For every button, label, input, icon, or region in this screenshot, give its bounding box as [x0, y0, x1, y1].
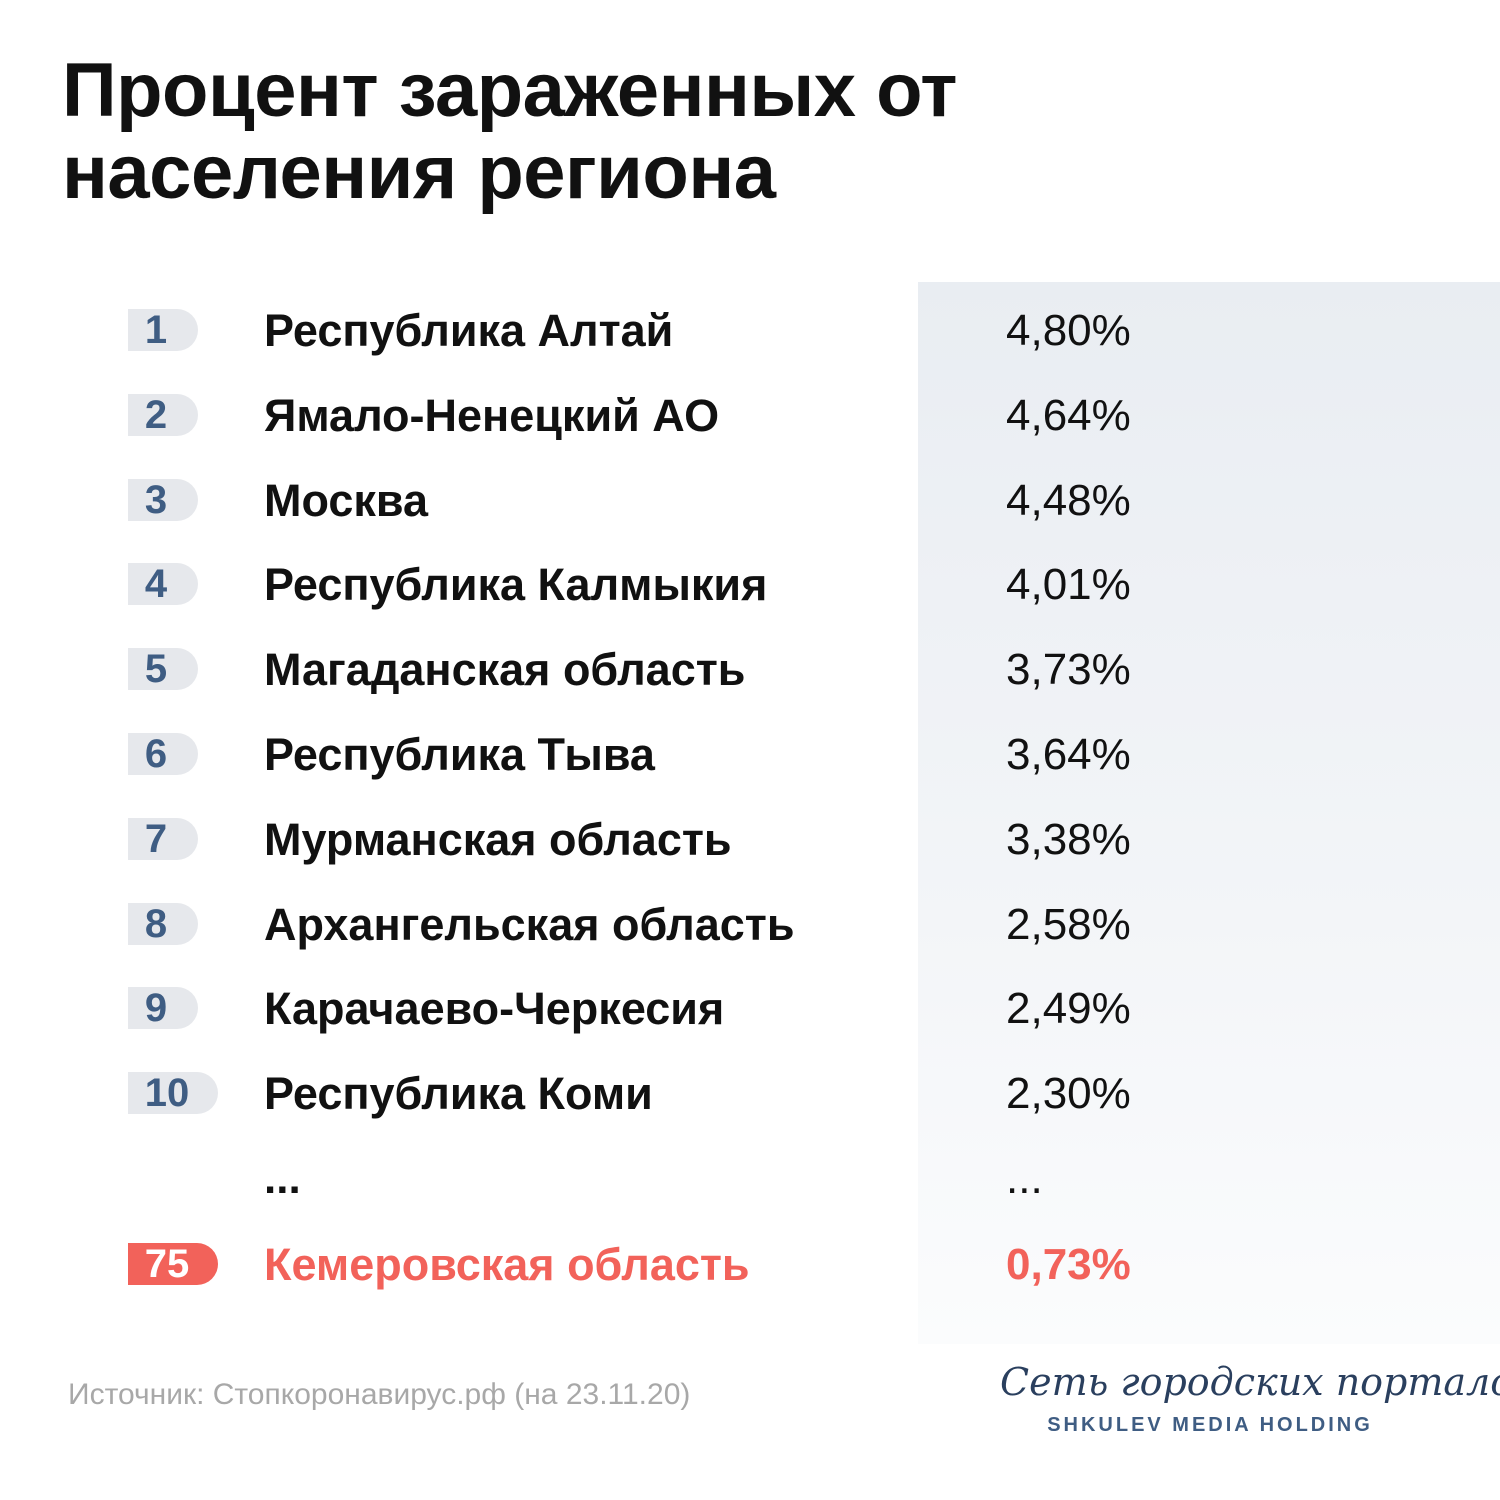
- ellipsis-row: ......: [0, 1152, 1500, 1212]
- logo-caps-text: SHKULEV MEDIA HOLDING: [1047, 1414, 1373, 1436]
- rank-badge: 7: [128, 818, 198, 860]
- ranking-table: 1 Республика Алтай 4,80% 2 Ямало-Ненецкий АО…: [0, 304, 1500, 1298]
- region-name: Карачаево-Черкесия: [264, 983, 725, 1034]
- region-name: Москва: [264, 475, 429, 526]
- region-value: 3,38%: [1006, 815, 1131, 864]
- table-row: 7 Мурманская область 3,38%: [0, 813, 1500, 873]
- table-row: 4 Республика Калмыкия 4,01%: [0, 558, 1500, 618]
- logo-script-text: Сеть городских порталов: [1000, 1360, 1500, 1404]
- region-name: Республика Коми: [264, 1068, 653, 1119]
- region-name: ...: [264, 1154, 301, 1203]
- source-note: Источник: Стопкоронавирус.рф (на 23.11.2…: [68, 1378, 691, 1411]
- region-value: 2,58%: [1006, 900, 1131, 949]
- rank-badge: 3: [128, 479, 198, 521]
- region-value: ...: [1006, 1154, 1043, 1203]
- region-name: Кемеровская область: [264, 1239, 750, 1290]
- region-name: Республика Тыва: [264, 729, 655, 780]
- region-value: 3,64%: [1006, 730, 1131, 779]
- rank-badge: 4: [128, 563, 198, 605]
- region-name: Мурманская область: [264, 814, 732, 865]
- region-value: 3,73%: [1006, 645, 1131, 694]
- region-value: 0,73%: [1006, 1240, 1131, 1289]
- value-column-panel: [918, 282, 1500, 1344]
- region-value: 4,80%: [1006, 306, 1131, 355]
- table-row: 3 Москва 4,48%: [0, 474, 1500, 534]
- rank-badge: 6: [128, 733, 198, 775]
- region-name: Архангельская область: [264, 899, 795, 950]
- region-name: Ямало-Ненецкий АО: [264, 390, 720, 441]
- table-row: 6 Республика Тыва 3,64%: [0, 728, 1500, 788]
- region-value: 4,64%: [1006, 391, 1131, 440]
- region-value: 2,49%: [1006, 984, 1131, 1033]
- table-row: 10 Республика Коми 2,30%: [0, 1067, 1500, 1127]
- highlight-row: 75 Кемеровская область 0,73%: [0, 1238, 1500, 1298]
- rank-badge: 75: [128, 1243, 218, 1285]
- rank-badge: 1: [128, 309, 198, 351]
- region-name: Республика Алтай: [264, 305, 674, 356]
- table-row: 8 Архангельская область 2,58%: [0, 898, 1500, 958]
- table-row: 9 Карачаево-Черкесия 2,49%: [0, 982, 1500, 1042]
- region-name: Магаданская область: [264, 644, 746, 695]
- rank-badge: 10: [128, 1072, 218, 1114]
- region-value: 4,48%: [1006, 476, 1131, 525]
- rank-badge: 8: [128, 903, 198, 945]
- table-row: 1 Республика Алтай 4,80%: [0, 304, 1500, 364]
- table-row: 2 Ямало-Ненецкий АО 4,64%: [0, 389, 1500, 449]
- region-value: 2,30%: [1006, 1069, 1131, 1118]
- region-value: 4,01%: [1006, 560, 1131, 609]
- region-name: Республика Калмыкия: [264, 559, 768, 610]
- rank-badge: 5: [128, 648, 198, 690]
- rank-badge: 9: [128, 987, 198, 1029]
- chart-title: Процент зараженных от населения региона: [62, 48, 957, 215]
- table-row: 5 Магаданская область 3,73%: [0, 643, 1500, 703]
- rank-badge: 2: [128, 394, 198, 436]
